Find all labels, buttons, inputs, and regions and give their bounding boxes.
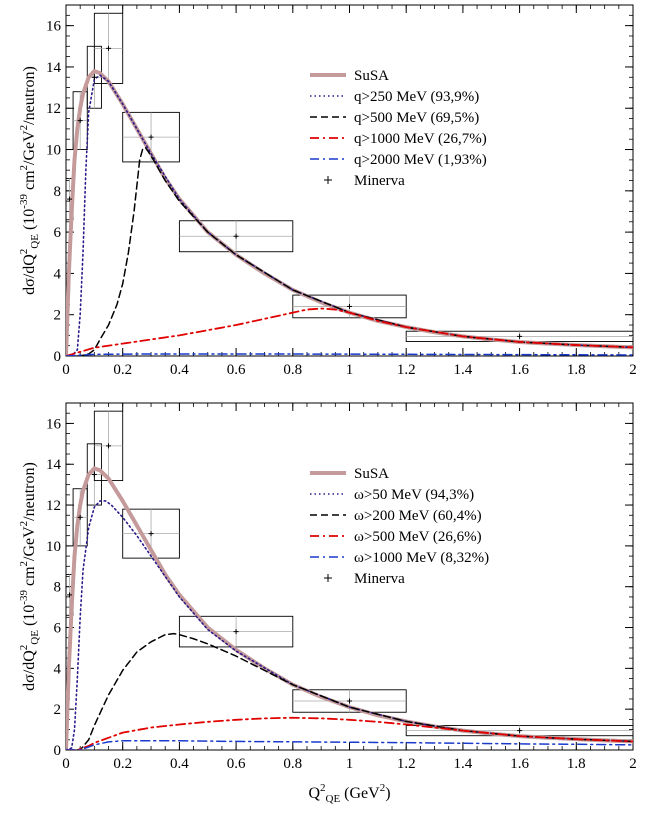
y-tick-label: 12 (46, 101, 61, 117)
x-tick-label: 0.8 (283, 756, 302, 772)
x-tick-label: 1.2 (397, 362, 416, 378)
series-line-2 (66, 146, 633, 356)
x-tick-label: 0 (62, 362, 70, 378)
x-axis-label: Q2QE (GeV2) (308, 782, 390, 805)
x-tick-label: 1 (346, 362, 354, 378)
legend-label: ω>500 MeV (26,6%) (354, 529, 482, 545)
y-tick-label: 8 (54, 580, 62, 596)
y-axis-label: dσ/dQ2QE (10-39 cm2/GeV2/neutron) (18, 66, 41, 295)
minerva-error-boxes (66, 12, 633, 342)
x-tick-label: 2 (629, 362, 637, 378)
legend: SuSA q>250 MeV (93,9%) q>500 MeV (69,5%) q>… (310, 68, 487, 189)
legend-label: q>1000 MeV (26,7%) (354, 131, 487, 147)
series-line-3 (66, 307, 633, 356)
y-tick-label: 4 (54, 266, 62, 282)
chart-panel-1: 0 0.2 0.4 0.6 0.8 1 1.2 1.4 1.6 1.8 2 0 2 4 6 8 10 12 14 16… (18, 4, 637, 378)
x-tick-label: 1.2 (397, 756, 416, 772)
y-tick-label: 6 (54, 225, 62, 241)
x-tick-label: 0.4 (170, 756, 189, 772)
legend-label: q>2000 MeV (1,93%) (354, 152, 487, 168)
x-tick-label: 1.8 (567, 756, 586, 772)
y-tick-label: 12 (46, 498, 61, 514)
x-tick-label: 1.4 (454, 756, 473, 772)
y-tick-label: 0 (54, 349, 62, 365)
x-tick-label: 1 (346, 756, 354, 772)
y-tick-label: 10 (46, 143, 61, 159)
legend-label: SuSA (354, 68, 389, 84)
series-line-2 (66, 632, 633, 750)
chart-panel-2: 0 0.2 0.4 0.6 0.8 1 1.2 1.4 1.6 1.8 2 0 2 4 6 8 10 12 14 16… (18, 402, 637, 805)
legend-label: SuSA (354, 466, 389, 482)
legend-label: ω>1000 MeV (8,32%) (354, 550, 489, 566)
y-tick-label: 14 (46, 457, 62, 473)
minerva-error-boxes (66, 410, 633, 737)
y-tick-label: 10 (46, 539, 61, 555)
x-tick-label: 1.8 (567, 362, 586, 378)
legend-label: ω>200 MeV (60,4%) (354, 508, 482, 524)
x-tick-label: 0.2 (113, 756, 132, 772)
x-tick-label: 1.6 (510, 756, 529, 772)
y-axis-label: dσ/dQ2QE (10-39 cm2/GeV2/neutron) (18, 462, 41, 691)
x-tick-label: 0.6 (227, 362, 246, 378)
x-tick-label: 0.4 (170, 362, 189, 378)
series-line-4 (66, 353, 633, 356)
x-tick-label: 0.8 (283, 362, 302, 378)
y-tick-label: 16 (46, 416, 62, 432)
y-tick-label: 8 (54, 184, 62, 200)
legend: SuSA ω>50 MeV (94,3%) ω>200 MeV (60,4%) ω>5… (310, 466, 489, 587)
y-tick-label: 0 (54, 743, 62, 759)
x-tick-label: 1.6 (510, 362, 529, 378)
plot-area (66, 12, 633, 356)
y-tick-label: 2 (54, 308, 62, 324)
y-tick-label: 6 (54, 621, 62, 637)
x-tick-label: 0.6 (227, 756, 246, 772)
x-tick-label: 1.4 (454, 362, 473, 378)
x-tick-label: 0 (62, 756, 70, 772)
series-line-4 (66, 740, 633, 750)
series-line-3 (66, 716, 633, 750)
plot-area (66, 410, 633, 750)
legend-label: q>500 MeV (69,5%) (354, 110, 479, 126)
y-tick-label: 14 (46, 60, 62, 76)
legend-label: q>250 MeV (93,9%) (354, 89, 479, 105)
x-tick-label: 0.2 (113, 362, 132, 378)
y-tick-label: 4 (54, 661, 62, 677)
legend-label: ω>50 MeV (94,3%) (354, 487, 474, 503)
y-tick-label: 2 (54, 702, 62, 718)
legend-label: Minerva (354, 571, 405, 587)
x-tick-label: 2 (629, 756, 637, 772)
y-tick-label: 16 (46, 19, 62, 35)
legend-label: Minerva (354, 173, 405, 189)
